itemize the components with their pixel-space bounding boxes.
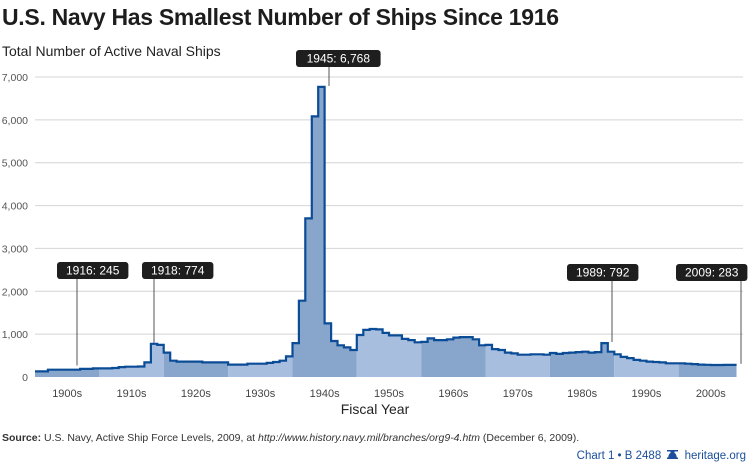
decade-band bbox=[678, 86, 737, 377]
y-axis-label: Total Number of Active Naval Ships bbox=[2, 43, 221, 59]
decade-band bbox=[549, 86, 615, 377]
y-tick-label: 0 bbox=[22, 372, 28, 384]
y-tick-label: 4,000 bbox=[2, 201, 28, 213]
x-tick-label: 1920s bbox=[181, 388, 211, 400]
chart-title: U.S. Navy Has Smallest Number of Ships S… bbox=[2, 4, 559, 30]
y-tick-label: 1,000 bbox=[2, 329, 28, 341]
decade-band bbox=[228, 86, 293, 377]
annotation-label: 1945: 6,768 bbox=[307, 52, 371, 66]
source-note: Source: U.S. Navy, Active Ship Force Lev… bbox=[2, 432, 579, 444]
x-tick-label: 1970s bbox=[503, 388, 533, 400]
annotation-label: 1918: 774 bbox=[151, 264, 205, 278]
x-tick-label: 1930s bbox=[245, 388, 275, 400]
decade-bands bbox=[35, 86, 737, 377]
step-area-chart: 0 1,000 2,000 3,000 4,000 5,000 6,000 7,000 1900… bbox=[2, 50, 748, 417]
x-tick-label: 1910s bbox=[117, 388, 147, 400]
annotation-label: 1989: 792 bbox=[576, 266, 630, 280]
source-label: Source: bbox=[2, 432, 42, 444]
annotation-box bbox=[57, 262, 129, 279]
x-tick-label: 1980s bbox=[567, 388, 597, 400]
x-tick-label: 1940s bbox=[310, 388, 340, 400]
x-tick-label: 1990s bbox=[631, 388, 661, 400]
x-tick-label: 2000s bbox=[696, 388, 726, 400]
decade-band bbox=[485, 86, 550, 377]
decade-band bbox=[614, 86, 679, 377]
y-tick-label: 6,000 bbox=[2, 115, 28, 127]
source-text: U.S. Navy, Active Ship Force Levels, 200… bbox=[41, 432, 258, 444]
x-tick-label: 1960s bbox=[438, 388, 468, 400]
x-tick-label: 1900s bbox=[52, 388, 82, 400]
chart-id: Chart 1 • B 2488 bbox=[576, 450, 662, 462]
annotation-box bbox=[296, 50, 381, 67]
annotation-label: 1916: 245 bbox=[66, 264, 120, 278]
source-date: (December 6, 2009). bbox=[479, 432, 580, 444]
data-line bbox=[35, 85, 737, 373]
y-tick-label: 5,000 bbox=[2, 158, 28, 170]
decade-band bbox=[163, 86, 229, 377]
x-tick-label: 1950s bbox=[374, 388, 404, 400]
site-link[interactable]: heritage.org bbox=[684, 450, 746, 462]
footer: Chart 1 • B 2488 heritage.org bbox=[577, 449, 746, 462]
y-tick-label: 2,000 bbox=[2, 286, 28, 298]
annotation-box bbox=[142, 262, 214, 279]
decade-band bbox=[35, 86, 100, 377]
liberty-bell-icon bbox=[667, 450, 679, 459]
x-axis-label: Fiscal Year bbox=[341, 401, 410, 417]
y-tick-label: 3,000 bbox=[2, 243, 28, 255]
annotation-box bbox=[567, 264, 639, 281]
y-tick-label: 7,000 bbox=[2, 72, 28, 84]
annotation-box bbox=[676, 264, 748, 281]
decade-band bbox=[421, 86, 486, 377]
source-url[interactable]: http://www.history.navy.mil/branches/org… bbox=[258, 432, 480, 444]
annotation-label: 2009: 283 bbox=[685, 266, 739, 280]
